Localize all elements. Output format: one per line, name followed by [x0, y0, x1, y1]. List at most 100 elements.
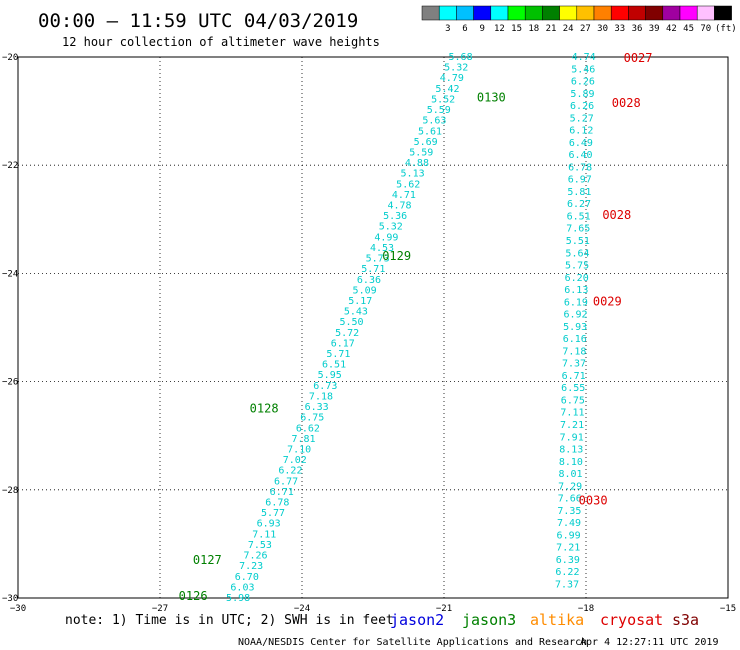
color-swatch — [456, 5, 474, 21]
wave-height-label: 6.17 — [331, 338, 355, 349]
color-swatch — [662, 5, 681, 21]
wave-height-label: 7.18 — [562, 346, 586, 357]
color-level-label: 15 — [511, 24, 522, 34]
wave-height-label: 8.01 — [558, 469, 582, 480]
wave-height-label: 5.59 — [409, 147, 433, 158]
wave-height-label: 6.33 — [305, 402, 329, 413]
wave-height-label: 5.77 — [261, 508, 285, 519]
wave-height-label: 6.55 — [561, 383, 585, 394]
wave-height-label: 7.35 — [557, 506, 581, 517]
color-scale-bar — [421, 5, 732, 21]
color-swatch — [679, 5, 698, 21]
x-tick-label: −18 — [578, 604, 594, 614]
pass-time-label: 0028 — [612, 96, 641, 110]
data-marks: 5.685.324.795.425.525.595.635.615.695.59… — [179, 51, 653, 604]
color-swatch — [610, 5, 629, 21]
legend-item-jason2: jason2 — [390, 611, 444, 629]
color-level-label: 9 — [479, 24, 484, 34]
footer-credit: NOAA/NESDIS Center for Satellite Applica… — [238, 637, 587, 648]
wave-height-label: 6.20 — [565, 273, 589, 284]
page-subtitle: 12 hour collection of altimeter wave hei… — [62, 35, 380, 49]
wave-height-label: 5.93 — [563, 322, 587, 333]
wave-height-label: 5.32 — [379, 222, 403, 233]
grid-lines — [18, 57, 728, 598]
wave-height-label: 5.43 — [344, 307, 368, 318]
color-level-label: 3 — [445, 24, 450, 34]
color-level-label: 39 — [649, 24, 660, 34]
wave-height-label: 7.91 — [560, 432, 584, 443]
color-swatch — [438, 5, 457, 21]
wave-height-label: 6.22 — [555, 567, 579, 578]
footer-timestamp: Apr 4 12:27:11 UTC 2019 — [580, 637, 718, 648]
wave-height-label: 5.61 — [418, 126, 442, 137]
wave-height-label: 6.39 — [556, 555, 580, 566]
wave-height-label: 7.37 — [562, 359, 586, 370]
pass-time-label: 0129 — [382, 249, 411, 263]
wave-height-label: 5.89 — [570, 89, 594, 100]
wave-height-label: 5.52 — [431, 94, 455, 105]
color-swatch — [696, 5, 715, 21]
legend-item-s3a: s3a — [672, 611, 699, 629]
wave-height-label: 4.71 — [392, 190, 416, 201]
legend-item-jason3: jason3 — [462, 611, 516, 629]
wave-height-label: 6.13 — [564, 285, 588, 296]
wave-height-label: 4.53 — [370, 243, 394, 254]
wave-height-label: 7.02 — [283, 455, 307, 466]
wave-height-label: 7.53 — [248, 540, 272, 551]
x-axis-ticks: −30 −27 −24 −21 −18 −15 — [10, 604, 736, 614]
color-swatch — [593, 5, 612, 21]
wave-height-label: 5.46 — [571, 64, 595, 75]
pass-time-label: 0130 — [477, 91, 506, 105]
wave-height-label: 5.63 — [422, 116, 446, 127]
color-swatch — [507, 5, 526, 21]
wave-height-label: 7.11 — [252, 529, 276, 540]
wave-height-label: 6.22 — [278, 466, 302, 477]
wave-height-label: 5.62 — [396, 179, 420, 190]
color-level-label: 6 — [462, 24, 467, 34]
wave-height-label: 6.78 — [265, 498, 289, 509]
wave-height-label: 5.71 — [361, 264, 385, 275]
wave-height-label: 5.72 — [335, 328, 359, 339]
color-level-label: 18 — [528, 24, 539, 34]
color-level-label: 42 — [666, 24, 677, 34]
wave-height-label: 6.75 — [561, 395, 585, 406]
wave-height-label: 6.62 — [296, 423, 320, 434]
wave-height-label: 5.95 — [318, 370, 342, 381]
wave-height-label: 6.36 — [357, 275, 381, 286]
wave-height-label: 6.75 — [300, 413, 324, 424]
wave-height-label: 6.73 — [313, 381, 337, 392]
color-level-label: 27 — [580, 24, 591, 34]
wave-height-label: 6.51 — [322, 360, 346, 371]
wave-height-label: 6.97 — [568, 175, 592, 186]
pass-time-label: 0028 — [602, 208, 631, 222]
wave-height-label: 8.13 — [559, 445, 583, 456]
x-tick-label: −30 — [10, 604, 26, 614]
wave-height-label: 6.93 — [257, 519, 281, 530]
x-tick-label: −15 — [720, 604, 736, 614]
color-level-label: 12 — [494, 24, 505, 34]
wave-height-label: 5.73 — [366, 254, 390, 265]
color-swatch — [559, 5, 578, 21]
wave-height-label: 7.18 — [309, 391, 333, 402]
color-level-label: 70 — [700, 24, 711, 34]
wave-height-label: 6.71 — [562, 371, 586, 382]
wave-height-label: 4.99 — [374, 232, 398, 243]
wave-height-label: 5.68 — [449, 52, 473, 63]
y-tick-label: −24 — [2, 269, 18, 279]
y-tick-label: −30 — [2, 594, 18, 604]
wave-height-label: 4.88 — [405, 158, 429, 169]
y-tick-label: −22 — [2, 161, 18, 171]
wave-height-label: 6.16 — [563, 334, 587, 345]
wave-height-label: 5.51 — [566, 236, 590, 247]
y-tick-label: −20 — [2, 53, 18, 63]
wave-height-label: 7.21 — [556, 543, 580, 554]
legend-item-cryosat: cryosat — [600, 611, 663, 629]
color-level-label: 21 — [546, 24, 557, 34]
wave-height-label: 7.23 — [239, 561, 263, 572]
wave-height-label: 5.98 — [226, 593, 250, 604]
color-scale-unit: (ft) — [715, 24, 737, 34]
y-tick-label: −26 — [2, 378, 18, 388]
wave-height-label: 5.64 — [565, 248, 589, 259]
wave-height-label: 6.40 — [569, 150, 593, 161]
